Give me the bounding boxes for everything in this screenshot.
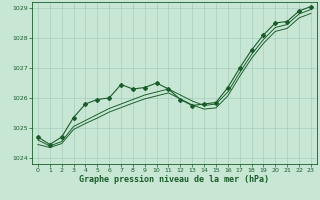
X-axis label: Graphe pression niveau de la mer (hPa): Graphe pression niveau de la mer (hPa) [79,175,269,184]
